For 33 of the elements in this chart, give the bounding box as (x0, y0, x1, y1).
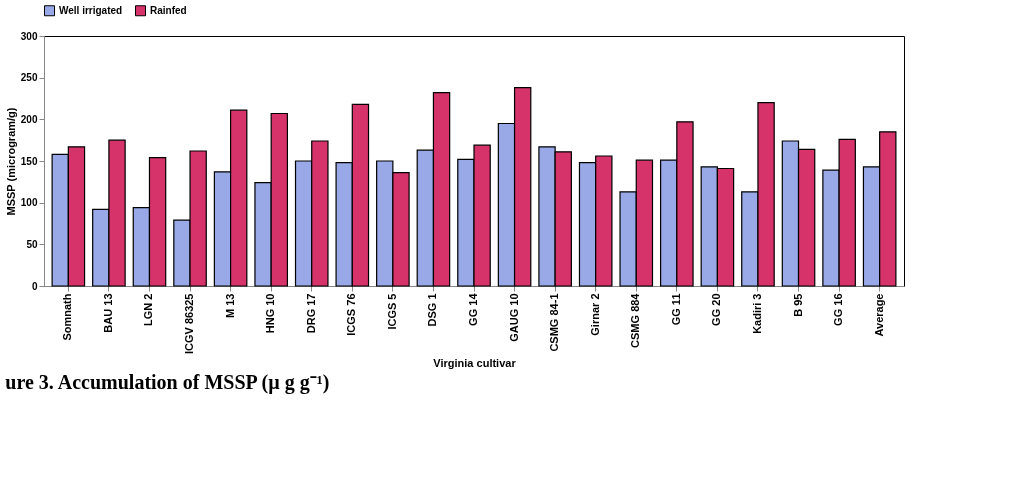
x-tick-label: GG 20 (710, 293, 723, 326)
x-tick-label: Average (872, 293, 885, 337)
x-tick-label: CSMG 84-1 (548, 293, 561, 352)
x-tick-label: HNG 10 (264, 293, 277, 334)
x-tick-label: GAUG 10 (507, 293, 520, 342)
y-tick-label: 150 (20, 155, 38, 167)
y-tick-label: 100 (20, 197, 38, 209)
y-tick-label: 0 (31, 280, 38, 292)
x-tick-label: Girnar 2 (588, 293, 601, 336)
y-tick-label: 50 (26, 238, 38, 250)
text: ure 3. Accumulation of MSSP (µ g g⁻¹) (5, 370, 330, 394)
x-tick-label: BAU 13 (101, 293, 114, 333)
x-tick-label: ICGS 76 (345, 293, 358, 336)
y-tick-label: 200 (20, 113, 38, 125)
x-tick-label: ICGS 5 (385, 293, 398, 330)
x-tick-label: B 95 (791, 293, 804, 317)
x-tick-label: Somnath (61, 293, 74, 341)
x-tick-label: Kadiri 3 (750, 293, 763, 334)
x-tick-label: GG 16 (832, 293, 845, 326)
legend-label: Rainfed (150, 4, 187, 16)
x-axis-title: Virginia cultivar (433, 357, 517, 370)
x-tick-label: CSMG 884 (629, 292, 642, 348)
x-tick-label: DSG 1 (426, 293, 439, 327)
y-tick-label: 250 (20, 72, 38, 84)
y-tick-label: 300 (20, 30, 38, 42)
x-tick-label: LGN 2 (142, 293, 155, 326)
legend-label: Well irrigated (59, 4, 123, 16)
x-tick-label: GG 11 (669, 293, 682, 326)
x-tick-label: DRG 17 (304, 293, 317, 334)
x-tick-label: GG 14 (467, 292, 479, 326)
y-axis-title: MSSP (microgram/g) (4, 107, 17, 216)
x-tick-label: M 13 (223, 293, 236, 318)
x-tick-label: ICGV 86325 (183, 293, 196, 355)
